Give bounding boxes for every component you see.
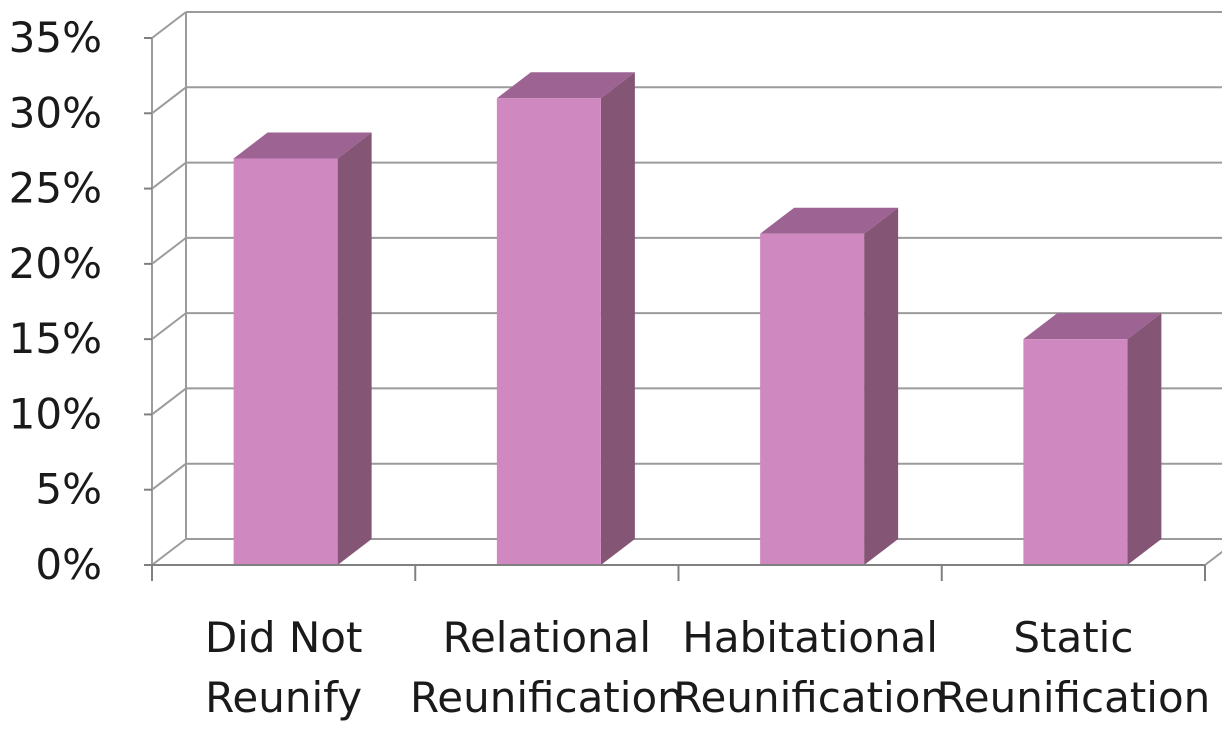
xtick-label-2-line-1: Reunification [673, 673, 947, 722]
bar-side-0 [337, 132, 372, 565]
gridline-wall-4 [151, 237, 187, 265]
xtick-label-0-line-1: Reunify [205, 673, 362, 722]
bar-series [233, 72, 1162, 565]
bar-top-3 [1023, 313, 1162, 340]
bar-top-0 [233, 132, 372, 159]
ytick-label-1: 5% [35, 465, 102, 514]
gridline-wall-2 [151, 387, 187, 416]
ytick-label-5: 25% [9, 164, 102, 213]
bar-1 [496, 98, 601, 565]
xtick-label-2-line-0: Habitational [682, 613, 938, 662]
bar-3 [1023, 339, 1128, 565]
xtick-label-3-line-0: Static [1013, 613, 1133, 662]
bar-side-3 [1127, 313, 1162, 565]
x-axis [151, 550, 1222, 581]
ytick-label-3: 15% [9, 314, 102, 363]
bar-0 [233, 158, 338, 565]
gridline-wall-0 [151, 538, 187, 566]
ytick-label-4: 20% [9, 239, 102, 288]
x-axis-labels: Did Not Reunify Relational Reunification Hab… [205, 613, 1210, 722]
floor-right-edge [1204, 550, 1222, 566]
bar-top-2 [760, 207, 899, 234]
ytick-label-0: 0% [35, 540, 102, 589]
ytick-label-6: 30% [9, 88, 102, 137]
xtick-label-3-line-1: Reunification [936, 673, 1210, 722]
chart-walls [151, 12, 187, 565]
gridline-wall-6 [151, 86, 187, 115]
gridline-wall-5 [151, 161, 187, 190]
ytick-label-2: 10% [9, 389, 102, 438]
bar-side-2 [864, 207, 899, 565]
gridline-wall-1 [151, 462, 187, 491]
ytick-label-7: 35% [9, 13, 102, 62]
bar-side-1 [600, 72, 635, 565]
xtick-label-0-line-0: Did Not [205, 613, 363, 662]
gridline-wall-7 [151, 11, 187, 39]
y-axis-labels: 0% 5% 10% 15% 20% 25% 30% 35% [9, 13, 102, 589]
gridline-wall-3 [151, 312, 187, 340]
xtick-label-1-line-1: Reunification [410, 673, 684, 722]
xtick-label-1-line-0: Relational [443, 613, 651, 662]
bar-top-1 [496, 72, 635, 99]
bar-2 [760, 233, 865, 565]
